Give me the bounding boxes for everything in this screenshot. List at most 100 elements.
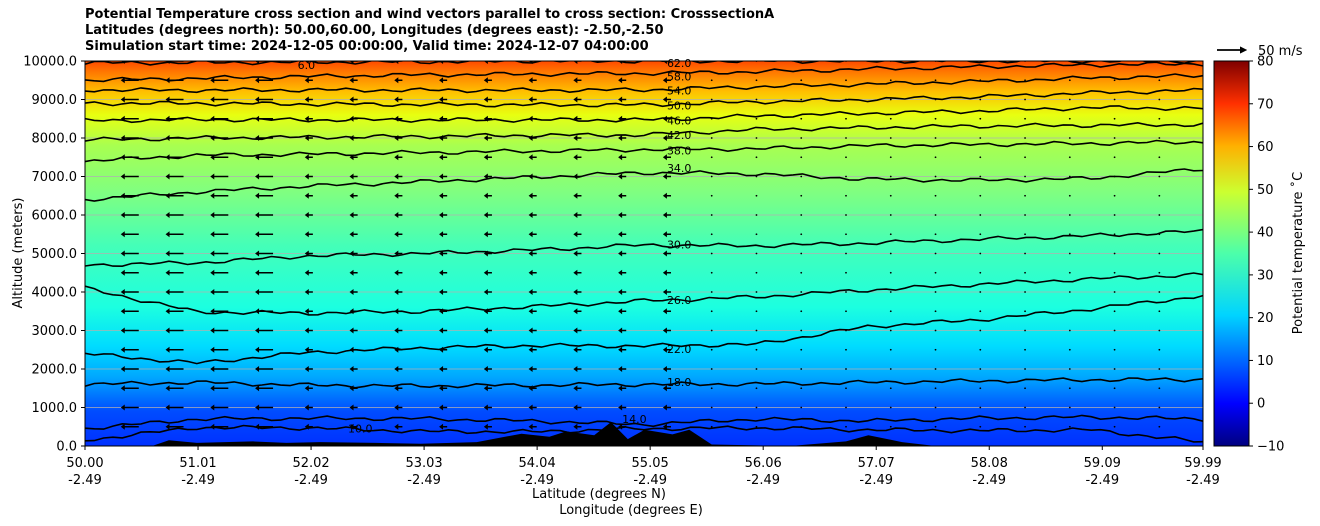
wind-vector	[1024, 368, 1026, 370]
wind-vector-head	[120, 289, 125, 295]
wind-vector-head	[255, 250, 260, 257]
wind-vector	[1113, 368, 1116, 370]
wind-vector	[934, 117, 937, 120]
wind-vector-head	[439, 135, 444, 141]
wind-vector-head	[528, 173, 533, 180]
wind-vector	[1024, 233, 1026, 236]
wind-vector-head	[662, 385, 667, 392]
wind-vector-head	[210, 77, 215, 84]
wind-vector	[755, 291, 758, 293]
isentrope-labels: 62.058.0 54.050.0 46.042.0 38.0 34.0 30.0 26.0…	[298, 57, 692, 436]
wind-vector	[1068, 156, 1071, 159]
isentrope-18	[85, 377, 1203, 389]
wind-vector-head	[349, 385, 354, 392]
wind-vector-head	[528, 269, 533, 276]
wind-vector	[1024, 79, 1026, 82]
wind-vector-head	[662, 269, 667, 276]
wind-vector	[1024, 406, 1026, 409]
wind-vector-head	[573, 77, 578, 84]
x-tick-label-lon: -2.49	[181, 473, 215, 488]
wind-vector	[1113, 291, 1116, 293]
wind-vector-head	[304, 366, 309, 372]
wind-vector	[710, 387, 713, 390]
y-tick-label: 1000.0	[32, 401, 78, 416]
wind-vector-head	[255, 423, 260, 430]
wind-vector	[800, 214, 803, 216]
terrain-silhouette	[152, 422, 936, 446]
wind-vector	[710, 156, 713, 159]
x-tick-label-lat: 54.04	[519, 456, 556, 471]
wind-vector	[845, 271, 847, 274]
y-tick-label: 7000.0	[32, 170, 78, 185]
wind-vector-head	[573, 173, 578, 180]
wind-vector	[800, 137, 803, 139]
wind-vector	[1113, 194, 1116, 197]
wind-vector-head	[439, 231, 444, 238]
wind-vector-head	[618, 212, 623, 218]
wind-vector-head	[439, 115, 444, 122]
wind-vector-head	[483, 212, 488, 218]
wind-vector	[755, 368, 758, 370]
wind-vector-head	[618, 269, 623, 276]
wind-vector	[845, 194, 847, 197]
wind-vector-head	[618, 366, 623, 372]
wind-vector-head	[618, 96, 623, 103]
wind-vector-head	[304, 77, 309, 84]
isentrope-14	[85, 414, 1203, 430]
wind-vector	[889, 214, 892, 216]
wind-vector-head	[255, 366, 260, 372]
wind-vector	[710, 79, 713, 82]
wind-vector	[1068, 252, 1071, 255]
colorbar-tick-label: 0	[1257, 397, 1265, 412]
wind-vector-head	[304, 173, 309, 180]
wind-vector-head	[120, 192, 125, 199]
wind-vector	[1068, 79, 1071, 82]
wind-vector	[845, 291, 847, 293]
wind-vector-head	[618, 385, 623, 392]
wind-vector-head	[618, 308, 623, 315]
wind-vector-head	[210, 308, 215, 315]
wind-vector	[845, 406, 847, 409]
wind-vector-head	[120, 135, 125, 141]
wind-vector	[755, 79, 758, 82]
wind-vector	[1068, 117, 1071, 120]
wind-vector-head	[483, 308, 488, 315]
wind-vector	[1068, 98, 1071, 101]
wind-vector	[1113, 137, 1116, 139]
wind-vector-head	[120, 154, 125, 161]
x-tick-label-lon: -2.49	[1085, 473, 1119, 488]
wind-vector-head	[210, 173, 215, 180]
wind-vector	[979, 348, 982, 351]
x-tick-label-lat: 50.00	[66, 456, 103, 471]
wind-reference-label: 50 m/s	[1258, 44, 1303, 59]
colorbar-tick-label: 10	[1257, 354, 1274, 369]
wind-vector-head	[349, 192, 354, 199]
x-axis-label-latitude: Latitude (degrees N)	[532, 487, 666, 502]
chart-title: Potential Temperature cross section and …	[85, 7, 774, 55]
wind-vector-head	[483, 404, 488, 411]
wind-vector-head	[255, 212, 260, 218]
wind-vector-head	[439, 404, 444, 411]
wind-vector	[845, 98, 847, 101]
wind-vector	[934, 368, 937, 370]
isentrope-38	[85, 139, 1203, 163]
wind-vector-head	[394, 212, 399, 218]
wind-vector-head	[573, 308, 578, 315]
wind-vector-head	[618, 327, 623, 334]
wind-vector	[1158, 194, 1161, 197]
wind-vector-head	[210, 61, 215, 64]
wind-vector	[1024, 175, 1026, 178]
wind-vector-head	[165, 308, 170, 315]
wind-vector-head	[255, 154, 260, 161]
wind-vector-head	[573, 423, 578, 430]
wind-vector	[710, 194, 713, 197]
wind-vector	[979, 310, 982, 313]
wind-vector-head	[120, 61, 125, 64]
wind-vector-head	[662, 173, 667, 180]
wind-vector	[1158, 233, 1161, 236]
wind-vector	[1024, 214, 1026, 216]
wind-vector	[934, 214, 937, 216]
wind-vector	[979, 194, 982, 197]
wind-vector-head	[165, 154, 170, 161]
wind-vector	[979, 156, 982, 159]
